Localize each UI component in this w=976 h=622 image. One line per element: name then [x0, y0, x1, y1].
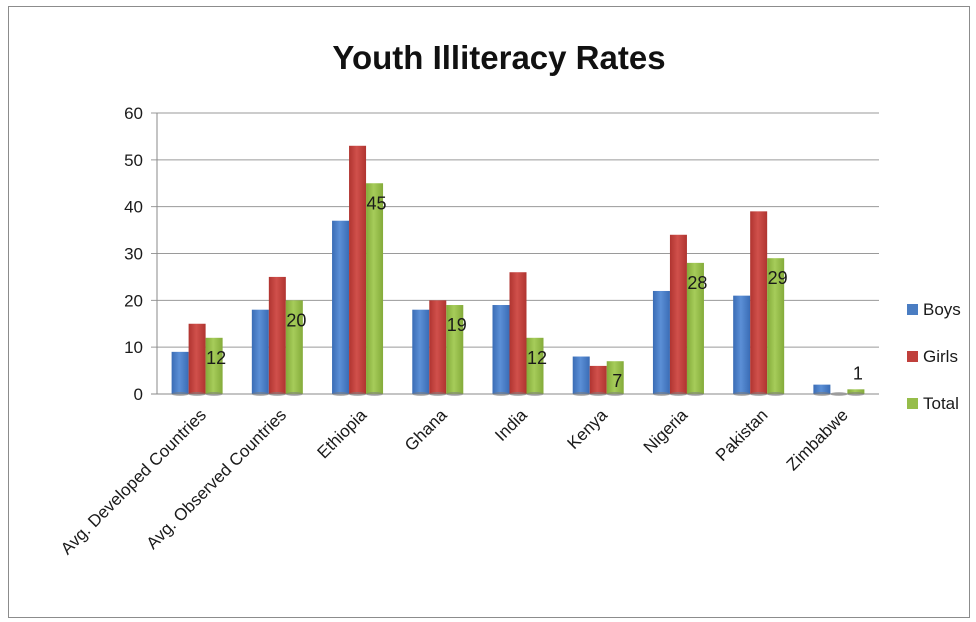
data-labels-layer: 12 20 45 19 12 7 28 29 1: [206, 193, 863, 391]
data-label-india: 12: [527, 348, 547, 368]
bar-base-boys-india: [492, 392, 510, 396]
data-label-pakistan: 29: [768, 268, 788, 288]
bar-girls-pakistan: [750, 211, 768, 394]
bar-girls-avg-observed-countries: [268, 276, 286, 394]
bar-base-total-avg-observed-countries: [285, 392, 303, 396]
data-label-ghana: 19: [447, 315, 467, 335]
bar-boys-avg-observed-countries: [251, 309, 269, 394]
bar-base-total-india: [526, 392, 544, 396]
y-tick-label: 0: [134, 385, 143, 404]
bar-total-kenya: [606, 361, 624, 394]
bar-boys-avg-developed-countries: [171, 351, 189, 394]
bar-base-boys-nigeria: [652, 392, 670, 396]
bar-total-avg-observed-countries: [285, 300, 303, 394]
x-tick-label-ghana: Ghana: [401, 405, 451, 455]
bar-base-girls-nigeria: [669, 392, 687, 396]
bar-boys-nigeria: [652, 290, 670, 394]
bar-boys-kenya: [572, 356, 590, 394]
legend-label-total: Total: [923, 394, 959, 413]
bar-base-girls-pakistan: [750, 392, 768, 396]
bar-base-boys-avg-developed-countries: [171, 392, 189, 396]
bar-total-ghana: [446, 305, 464, 394]
y-tick-label: 40: [124, 198, 143, 217]
legend-label-boys: Boys: [923, 300, 961, 319]
legend-label-girls: Girls: [923, 347, 958, 366]
bar-girls-ethiopia: [349, 145, 367, 394]
x-tick-label-ethiopia: Ethiopia: [314, 405, 371, 462]
data-label-nigeria: 28: [687, 273, 707, 293]
bar-girls-kenya: [589, 365, 607, 394]
bar-base-boys-pakistan: [733, 392, 751, 396]
legend-swatch-total: [907, 398, 918, 409]
legend-swatch-boys: [907, 304, 918, 315]
y-tick-label: 60: [124, 104, 143, 123]
bar-base-total-avg-developed-countries: [205, 392, 223, 396]
y-tick-label: 50: [124, 151, 143, 170]
x-tick-label-kenya: Kenya: [564, 405, 612, 453]
bar-total-india: [526, 337, 544, 394]
bar-base-girls-avg-developed-countries: [188, 392, 206, 396]
bar-boys-pakistan: [733, 295, 751, 394]
bar-base-girls-ghana: [429, 392, 447, 396]
data-label-avg-developed-countries: 12: [206, 348, 226, 368]
bar-base-total-pakistan: [767, 392, 785, 396]
data-label-kenya: 7: [612, 371, 622, 391]
x-tick-label-pakistan: Pakistan: [712, 405, 772, 465]
chart-frame: Youth Illiteracy Rates 0 10 20 30 40 50 60 12 2…: [8, 6, 970, 618]
data-label-zimbabwe: 1: [853, 363, 863, 383]
bar-base-girls-zimbabwe: [830, 392, 848, 396]
bar-base-total-zimbabwe: [847, 392, 865, 396]
legend-swatch-girls: [907, 351, 918, 362]
x-tick-label-india: India: [491, 405, 531, 445]
bar-base-boys-kenya: [572, 392, 590, 396]
y-axis-ticks: 0 10 20 30 40 50 60: [124, 104, 143, 404]
data-label-ethiopia: 45: [367, 193, 387, 213]
chart-title: Youth Illiteracy Rates: [332, 39, 665, 76]
bar-base-girls-avg-observed-countries: [268, 392, 286, 396]
bar-base-girls-ethiopia: [349, 392, 367, 396]
bar-base-boys-zimbabwe: [813, 392, 831, 396]
data-label-avg-observed-countries: 20: [286, 310, 306, 330]
bar-base-boys-avg-observed-countries: [251, 392, 269, 396]
y-tick-label: 20: [124, 291, 143, 310]
x-tick-label-nigeria: Nigeria: [640, 405, 692, 457]
bar-girls-ghana: [429, 300, 447, 394]
bar-base-boys-ghana: [412, 392, 430, 396]
bar-total-nigeria: [686, 262, 704, 394]
bar-base-total-ethiopia: [366, 392, 384, 396]
bar-boys-ghana: [412, 309, 430, 394]
bar-girls-nigeria: [669, 234, 687, 394]
bars-layer: [171, 145, 865, 396]
bar-total-pakistan: [767, 258, 785, 394]
legend: Boys Girls Total: [907, 300, 961, 413]
bar-girls-avg-developed-countries: [188, 323, 206, 394]
y-tick-label: 10: [124, 338, 143, 357]
bar-total-zimbabwe: [847, 389, 865, 394]
bar-base-total-kenya: [606, 392, 624, 396]
bar-total-avg-developed-countries: [205, 337, 223, 394]
bar-base-girls-india: [509, 392, 527, 396]
bar-boys-zimbabwe: [813, 384, 831, 394]
x-tick-label-avg-observed-countries: Avg. Observed Countries: [143, 405, 291, 553]
x-tick-label-avg-developed-countries: Avg. Developed Countries: [57, 405, 210, 558]
x-tick-label-zimbabwe: Zimbabwe: [783, 405, 852, 474]
bar-boys-ethiopia: [332, 220, 350, 394]
bar-base-total-ghana: [446, 392, 464, 396]
bar-base-boys-ethiopia: [332, 392, 350, 396]
bar-boys-india: [492, 305, 510, 394]
bar-girls-india: [509, 272, 527, 394]
bar-base-girls-kenya: [589, 392, 607, 396]
bar-base-total-nigeria: [686, 392, 704, 396]
bar-chart: Youth Illiteracy Rates 0 10 20 30 40 50 60 12 2…: [57, 39, 961, 558]
bar-total-ethiopia: [366, 183, 384, 394]
y-tick-label: 30: [124, 245, 143, 264]
